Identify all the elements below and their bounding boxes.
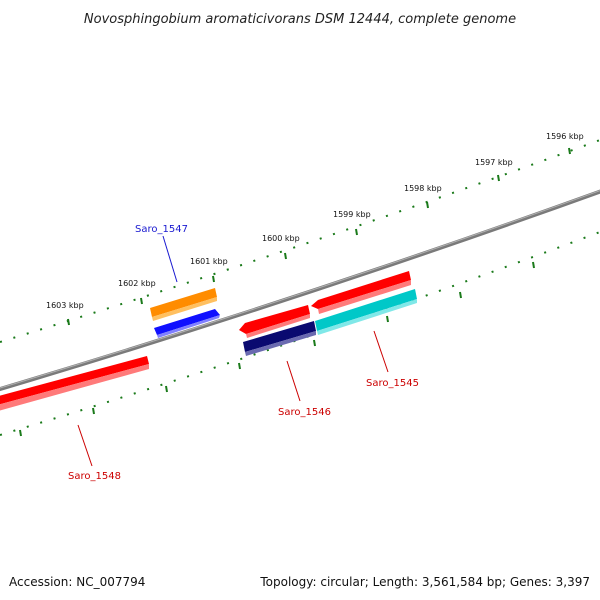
inner-major-ticks: [19, 261, 535, 437]
tick-label-1603: 1603 kbp: [46, 301, 84, 310]
outer-major-ticks: [67, 147, 571, 326]
leader-saro-1546: [286, 360, 301, 402]
topology-text: Topology: circular; Length: 3,561,584 bp…: [259, 575, 590, 589]
gene-navy-cds[interactable]: [243, 321, 316, 356]
tick-label-1599: 1599 kbp: [333, 210, 371, 219]
tick-label-1597: 1597 kbp: [475, 158, 513, 167]
genome-backbone: [0, 189, 600, 392]
gene-label-saro-1545[interactable]: Saro_1545: [366, 378, 419, 389]
genome-title: Novosphingobium aromaticivorans DSM 1244…: [84, 12, 516, 27]
gene-blue-cds[interactable]: [154, 309, 220, 338]
tick-label-1602: 1602 kbp: [118, 279, 156, 288]
accession-text: Accession: NC_007794: [9, 575, 145, 589]
gene-saro-1545-red[interactable]: [311, 271, 411, 314]
tick-label-1596: 1596 kbp: [546, 132, 584, 141]
gene-saro-1548[interactable]: [0, 356, 149, 411]
gene-label-saro-1548[interactable]: Saro_1548: [68, 471, 121, 482]
tick-label-1598: 1598 kbp: [404, 184, 442, 193]
gene-saro-1547-orange[interactable]: [150, 288, 217, 321]
gene-cyan-cds[interactable]: [315, 289, 417, 335]
gene-saro-1546-red[interactable]: [239, 305, 310, 338]
leader-saro-1548: [77, 424, 93, 467]
leader-saro-1547: [162, 235, 178, 283]
tick-label-1600: 1600 kbp: [262, 234, 300, 243]
tick-label-1601: 1601 kbp: [190, 257, 228, 266]
leader-saro-1545: [373, 330, 389, 373]
gene-label-saro-1546[interactable]: Saro_1546: [278, 407, 331, 418]
gene-label-saro-1547[interactable]: Saro_1547: [135, 224, 188, 235]
